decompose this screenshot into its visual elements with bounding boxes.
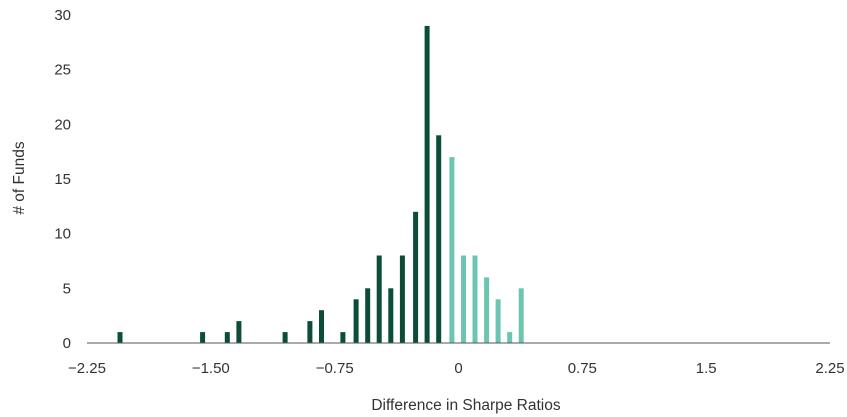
bar-9 [365, 288, 371, 343]
x-tick-label: 2.25 [815, 360, 844, 377]
y-tick-label: 25 [54, 62, 71, 79]
y-tick-label: 15 [54, 171, 71, 188]
bar-17 [461, 255, 466, 343]
bar-4 [282, 332, 288, 343]
y-tick-label: 5 [63, 280, 71, 297]
y-tick-label: 20 [54, 116, 71, 133]
bar-7 [340, 332, 346, 343]
y-tick-labels: 0 5 10 15 20 25 30 [54, 7, 71, 352]
bar-1 [200, 332, 206, 343]
bar-14 [424, 25, 430, 344]
bar-21 [507, 332, 513, 343]
bar-22 [518, 288, 524, 343]
y-tick-label: 10 [54, 226, 71, 243]
bar-13 [413, 211, 419, 343]
bar-12 [399, 255, 405, 343]
bars-group [117, 25, 524, 344]
bar-8 [353, 299, 359, 343]
x-axis-title: Difference in Sharpe Ratios [371, 397, 561, 414]
bar-16 [449, 157, 455, 343]
x-tick-label: −1.50 [192, 360, 230, 377]
x-tick-label: −2.25 [68, 360, 106, 377]
bar-19 [484, 277, 490, 343]
bar-2 [224, 332, 230, 343]
bar-20 [495, 299, 501, 343]
x-tick-label: 0 [454, 360, 462, 377]
x-tick-label: 0.75 [568, 360, 597, 377]
bar-6 [319, 310, 324, 343]
bar-10 [376, 255, 382, 343]
bar-15 [436, 135, 442, 343]
bar-0 [117, 332, 123, 343]
x-tick-label: 1.5 [696, 360, 717, 377]
bar-3 [236, 321, 242, 343]
x-tick-label: −0.75 [316, 360, 354, 377]
y-tick-label: 0 [63, 335, 71, 352]
bar-5 [307, 321, 313, 343]
bar-11 [388, 288, 394, 343]
x-tick-labels: −2.25 −1.50 −0.75 0 0.75 1.5 2.25 [68, 360, 845, 377]
bar-18 [472, 255, 478, 343]
y-axis-title: # of Funds [11, 141, 28, 214]
y-tick-label: 30 [54, 7, 71, 24]
